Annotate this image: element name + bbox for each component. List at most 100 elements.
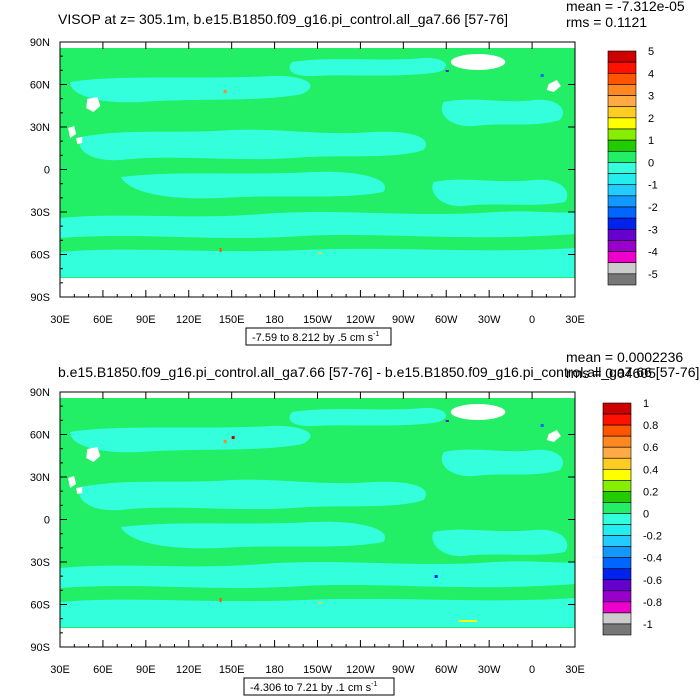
panel-1-colorbar-swatch — [607, 240, 637, 252]
panel-2-colorbar-swatch — [602, 601, 632, 614]
panel-2-y-tick-label: 60S — [30, 600, 50, 612]
panel-1-colorbar-swatch — [607, 128, 637, 141]
panel-1-colorbar-label: -4 — [648, 247, 658, 259]
panel-2-y-tick-label: 90S — [30, 642, 50, 654]
panel-1-colorbar-label: -5 — [648, 269, 658, 281]
panel-2-title: b.e15.B1850.f09_g16.pi_control.all_ga7.6… — [58, 364, 699, 380]
panel-2-colorbar-swatch — [602, 468, 632, 481]
panel-2-colorbar-label: -0.6 — [643, 575, 662, 587]
panel-1-y-tick-label: 60S — [30, 250, 50, 262]
panel-2-colorbar-swatch — [602, 435, 632, 448]
panel-2-x-tick-label: 150W — [303, 664, 332, 676]
panel-2-colorbar-swatch — [602, 612, 632, 625]
panel-1-colorbar-label: 4 — [648, 68, 654, 80]
panel-2-colorbar-swatch — [602, 502, 632, 514]
panel-1-colorbar-swatch — [607, 262, 637, 275]
panel-2-colorbar-label: -0.4 — [643, 553, 662, 565]
panel-1-colorbar-swatch — [607, 50, 637, 63]
panel-1-colorbar-swatch — [607, 173, 637, 186]
panel-2-colorbar-swatch — [602, 524, 632, 536]
panel-1-range-label: -7.59 to 8.212 by .5 cm s-1 — [252, 331, 379, 344]
panel-2-colorbar: 1 0.8 0.6 0.4 0.2 0 -0.2 -0.4 -0.6 -0.8 -1 — [602, 398, 662, 636]
panel-2-colorbar-swatch — [602, 579, 632, 592]
panel-2-x-tick-label: 90E — [136, 664, 156, 676]
panel-1-x-tick-label: 90W — [392, 314, 415, 326]
panel-2-colorbar-swatch — [602, 590, 632, 603]
panel-1-y-axis: 90N 60N 30N 0 30S 60S 90S — [30, 37, 575, 304]
panel-2-x-tick-label: 120E — [176, 664, 202, 676]
panel-1-y-tick-label: 30S — [30, 207, 50, 219]
panel-2-y-tick-label: 30N — [30, 472, 50, 484]
panel-1-x-tick-label: 30E — [565, 314, 585, 326]
panel-2-x-tick-label: 90W — [392, 664, 415, 676]
panel-1-x-tick-label: 150E — [219, 314, 245, 326]
panel-1-y-tick-label: 90S — [30, 292, 50, 304]
panel-2-x-tick-label: 30E — [565, 664, 585, 676]
panel-2-colorbar-swatch — [602, 535, 632, 547]
panel-1-x-tick-label: 150W — [303, 314, 332, 326]
panel-1-colorbar-label: -1 — [648, 180, 658, 192]
panel-2-colorbar-label: -0.2 — [643, 531, 662, 543]
panel-2-colorbar-swatch — [602, 413, 632, 426]
panel-2-y-tick-label: 30S — [30, 557, 50, 569]
panel-2-x-tick-label: 150E — [219, 664, 245, 676]
panel-2-range-box: -4.306 to 7.21 by .1 cm s-1 — [243, 677, 395, 696]
panel-2-y-axis: 90N 60N 30N 0 30S 60S 90S — [30, 387, 575, 654]
panel-1-colorbar-swatch — [607, 150, 637, 163]
panel-2-colorbar-label: 0.6 — [643, 442, 658, 454]
panel-1-colorbar-swatch — [607, 61, 637, 74]
panel-2-colorbar-swatch — [602, 546, 632, 558]
panel-1-colorbar-swatch — [607, 273, 637, 286]
panel-1-colorbar-swatch — [607, 251, 637, 264]
panel-2-x-tick-label: 60W — [435, 664, 458, 676]
panel-1-x-tick-label: 120E — [176, 314, 202, 326]
panel-1-colorbar-label: 5 — [648, 46, 654, 58]
panel-2-colorbar-swatch — [602, 424, 632, 437]
panel-2-colorbar-label: 0 — [643, 508, 649, 520]
panel-1: VISOP at z= 305.1m, b.e15.B1850.f09_g16.… — [30, 0, 685, 346]
panel-1-colorbar-label: 1 — [648, 135, 654, 147]
panel-2-colorbar-label: 0.2 — [643, 486, 658, 498]
panel-1-colorbar-label: 0 — [648, 157, 654, 169]
panel-1-y-tick-label: 30N — [30, 122, 50, 134]
panel-2-colorbar-swatch — [602, 491, 632, 503]
panel-2-colorbar-label: -1 — [643, 619, 653, 631]
panel-2-x-tick-label: 180 — [265, 664, 283, 676]
panel-1-y-tick-label: 60N — [30, 80, 50, 92]
panel-2-colorbar-swatch — [602, 402, 632, 415]
panel-2-colorbar-swatch — [602, 623, 632, 636]
panel-2-y-tick-label: 60N — [30, 430, 50, 442]
panel-2-colorbar-swatch — [602, 480, 632, 492]
panel-1-colorbar-swatch — [607, 217, 637, 230]
panel-1-rms: rms = 0.1121 — [566, 14, 647, 30]
panel-1-colorbar-swatch — [607, 95, 637, 108]
panel-2-range-frame — [243, 677, 395, 696]
panel-2-colorbar-label: 0.8 — [643, 420, 658, 432]
panel-1-colorbar-label: -3 — [648, 224, 658, 236]
panel-2-range-label: -4.306 to 7.21 by .1 cm s-1 — [250, 681, 377, 694]
panel-1-colorbar-swatch — [607, 106, 637, 119]
panel-1-title: VISOP at z= 305.1m, b.e15.B1850.f09_g16.… — [58, 11, 508, 27]
panel-1-colorbar-swatch — [607, 206, 637, 219]
panel-1-x-tick-label: 30W — [478, 314, 501, 326]
panel-2-x-tick-label: 60E — [93, 664, 113, 676]
panel-2-colorbar-swatch — [602, 513, 632, 525]
panel-2-colorbar-swatch — [602, 557, 632, 570]
panel-1-colorbar-swatch — [607, 84, 637, 96]
panel-1-x-tick-label: 60E — [93, 314, 113, 326]
panel-1-x-tick-label: 0 — [529, 314, 535, 326]
panel-2-colorbar-swatch — [602, 568, 632, 581]
panel-2-x-tick-label: 30W — [478, 664, 501, 676]
panel-1-y-tick-label: 0 — [44, 165, 50, 177]
panel-1-colorbar-swatch — [607, 72, 637, 85]
panel-1-map-field — [60, 42, 575, 297]
panel-1-colorbar-swatch — [607, 228, 637, 241]
panel-1-x-tick-label: 90E — [136, 314, 156, 326]
panel-1-colorbar-swatch — [607, 139, 637, 152]
panel-2-x-tick-label: 30E — [50, 664, 70, 676]
panel-2-x-tick-label: 120W — [346, 664, 375, 676]
panel-2-x-axis: 30E 60E 90E 120E 150E 180 150W 120W 90W 60W 30W 0 30… — [50, 392, 585, 676]
panel-1-colorbar-swatch — [607, 184, 637, 197]
panel-1-colorbar-swatch — [607, 162, 637, 174]
panel-1-colorbar-label: -2 — [648, 202, 658, 214]
